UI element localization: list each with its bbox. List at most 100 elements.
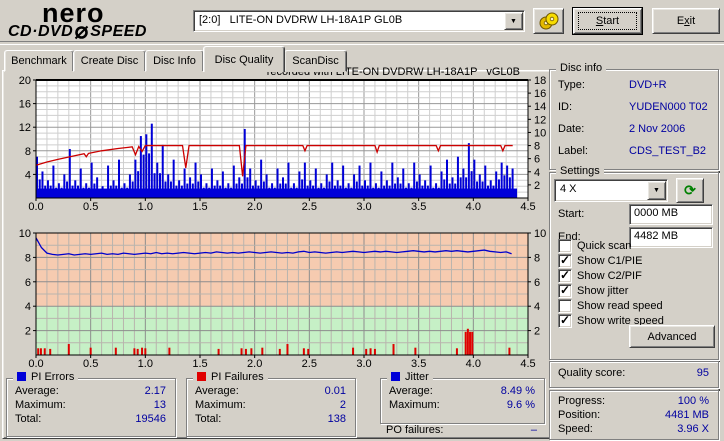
eject-disc-button[interactable] — [533, 8, 564, 34]
svg-text:0.0: 0.0 — [28, 358, 43, 370]
checkbox[interactable] — [558, 313, 572, 328]
drive-select-value: [2:0] LITE-ON DVDRW LH-18A1P GL0B — [199, 14, 403, 26]
tab-create-disc[interactable]: Create Disc — [73, 50, 146, 72]
start-position-input[interactable]: 0000 MB — [629, 204, 713, 225]
chevron-down-icon[interactable]: ▼ — [647, 181, 666, 200]
svg-text:2: 2 — [534, 180, 540, 192]
progress-box: Progress: 100 % Position: 4481 MB Speed: 3.… — [549, 390, 719, 440]
checkbox-show-jitter[interactable]: Show jitter — [558, 283, 628, 298]
logo-line2-left: CD·DVD — [8, 23, 74, 40]
tab-disc-quality[interactable]: Disc Quality — [203, 46, 285, 72]
svg-text:0.5: 0.5 — [83, 201, 98, 213]
svg-text:2: 2 — [534, 326, 540, 338]
checkbox-quick-scan[interactable]: Quick scan — [558, 239, 631, 253]
refresh-icon: ⟳ — [684, 182, 696, 198]
svg-text:10: 10 — [534, 228, 546, 240]
progress-value: 100 % — [677, 395, 709, 407]
advanced-button[interactable]: Advanced — [629, 325, 715, 348]
checkbox[interactable] — [558, 253, 572, 268]
svg-text:6: 6 — [25, 277, 31, 289]
chevron-down-icon[interactable]: ▼ — [504, 12, 523, 30]
position-value: 4481 MB — [664, 409, 709, 421]
svg-text:2.0: 2.0 — [247, 358, 262, 370]
svg-text:3.0: 3.0 — [356, 358, 371, 370]
checkbox-show-read-speed[interactable]: Show read speed — [558, 299, 663, 313]
logo-line2-right: SPEED — [90, 23, 147, 40]
logo-line1: nero — [42, 0, 105, 28]
svg-text:12: 12 — [19, 122, 31, 134]
svg-text:1.0: 1.0 — [138, 201, 153, 213]
checkbox[interactable] — [558, 239, 572, 253]
svg-text:20: 20 — [19, 75, 31, 87]
svg-text:3.5: 3.5 — [411, 201, 426, 213]
po-failures-value: – — [530, 424, 537, 436]
jitter-stats-box: Jitter Average: 8.49 % Maximum: 9.6 % — [380, 371, 545, 424]
svg-text:4: 4 — [534, 301, 540, 313]
svg-text:1.5: 1.5 — [192, 358, 207, 370]
jitter-legend-swatch — [391, 372, 400, 381]
disc-info-title: Disc info — [556, 62, 607, 75]
svg-text:4: 4 — [25, 169, 31, 181]
pi-errors-stats-box: PI Errors Average: 2.17 Maximum: 13 Total:… — [6, 371, 176, 437]
svg-text:4.5: 4.5 — [520, 201, 535, 213]
svg-text:10: 10 — [19, 228, 31, 240]
speed-value: 3.96 X — [677, 423, 709, 435]
svg-text:6: 6 — [534, 277, 540, 289]
svg-text:2: 2 — [25, 326, 31, 338]
disc-label-value: CDS_TEST_B2 — [629, 145, 707, 157]
speed-select-value: 4 X — [560, 183, 577, 195]
svg-text:4.0: 4.0 — [466, 201, 481, 213]
svg-text:10: 10 — [534, 127, 546, 139]
jitter-pif-chart: 10 10 8 8 6 6 4 4 2 2 0.0 0.5 1.0 1.5 2.0 2.5 3.0 3.5 4.0 4… — [19, 228, 547, 370]
svg-text:2.5: 2.5 — [302, 201, 317, 213]
svg-text:2.0: 2.0 — [247, 201, 262, 213]
checkbox-show-c2-pif[interactable]: Show C2/PIF — [558, 268, 642, 283]
disc-info-groupbox: Disc info Type: DVD+R ID: YUDEN000 T02 Dat… — [549, 62, 719, 170]
disc-type-value: DVD+R — [629, 79, 667, 91]
svg-text:1.0: 1.0 — [138, 358, 153, 370]
svg-text:18: 18 — [534, 75, 546, 87]
disc-date-value: 2 Nov 2006 — [629, 123, 686, 135]
svg-text:16: 16 — [19, 99, 31, 111]
svg-text:16: 16 — [534, 88, 546, 100]
refresh-button[interactable]: ⟳ — [676, 178, 704, 203]
svg-text:8: 8 — [25, 146, 31, 158]
po-failures-row: PO failures: – — [386, 424, 537, 436]
svg-text:3.5: 3.5 — [411, 358, 426, 370]
svg-text:4.0: 4.0 — [466, 358, 481, 370]
pi-errors-stats-title: PI Errors — [31, 371, 75, 383]
svg-text:0.5: 0.5 — [83, 358, 98, 370]
svg-text:3.0: 3.0 — [356, 201, 371, 213]
svg-text:8: 8 — [25, 252, 31, 264]
disc-icon — [75, 25, 89, 39]
settings-title: Settings — [556, 165, 604, 178]
svg-text:4: 4 — [534, 167, 540, 179]
tab-benchmark[interactable]: Benchmark — [4, 50, 74, 72]
end-position-input[interactable]: 4482 MB — [629, 227, 713, 248]
drive-select-combobox[interactable]: [2:0] LITE-ON DVDRW LH-18A1P GL0B ▼ — [193, 10, 525, 32]
pi-failures-legend-swatch — [197, 372, 206, 381]
exit-button[interactable]: Exit — [652, 8, 720, 34]
pi-failures-stats-box: PI Failures Average: 0.01 Maximum: 2 Total… — [186, 371, 356, 437]
settings-groupbox: Settings 4 X ▼ ⟳ Start: 0000 MB End: 448… — [549, 165, 719, 360]
checkbox[interactable] — [558, 299, 572, 313]
svg-text:4.5: 4.5 — [520, 358, 535, 370]
checkbox-show-c1-pie[interactable]: Show C1/PIE — [558, 253, 642, 268]
checkbox[interactable] — [558, 283, 572, 298]
disc-id-value: YUDEN000 T02 — [629, 101, 708, 113]
start-button[interactable]: Start — [573, 8, 642, 34]
tab-scandisc[interactable]: ScanDisc — [284, 50, 347, 72]
svg-text:2.5: 2.5 — [302, 358, 317, 370]
checkbox-show-write-speed[interactable]: Show write speed — [558, 313, 664, 328]
svg-text:0.0: 0.0 — [28, 201, 43, 213]
checkbox[interactable] — [558, 268, 572, 283]
divider — [0, 41, 724, 45]
pi-errors-legend-swatch — [17, 372, 26, 381]
jitter-stats-title: Jitter — [405, 371, 429, 383]
pi-failures-stats-title: PI Failures — [211, 371, 264, 383]
speed-select-combobox[interactable]: 4 X ▼ — [554, 179, 668, 202]
tab-disc-info[interactable]: Disc Info — [145, 50, 204, 72]
svg-text:8: 8 — [534, 141, 540, 153]
